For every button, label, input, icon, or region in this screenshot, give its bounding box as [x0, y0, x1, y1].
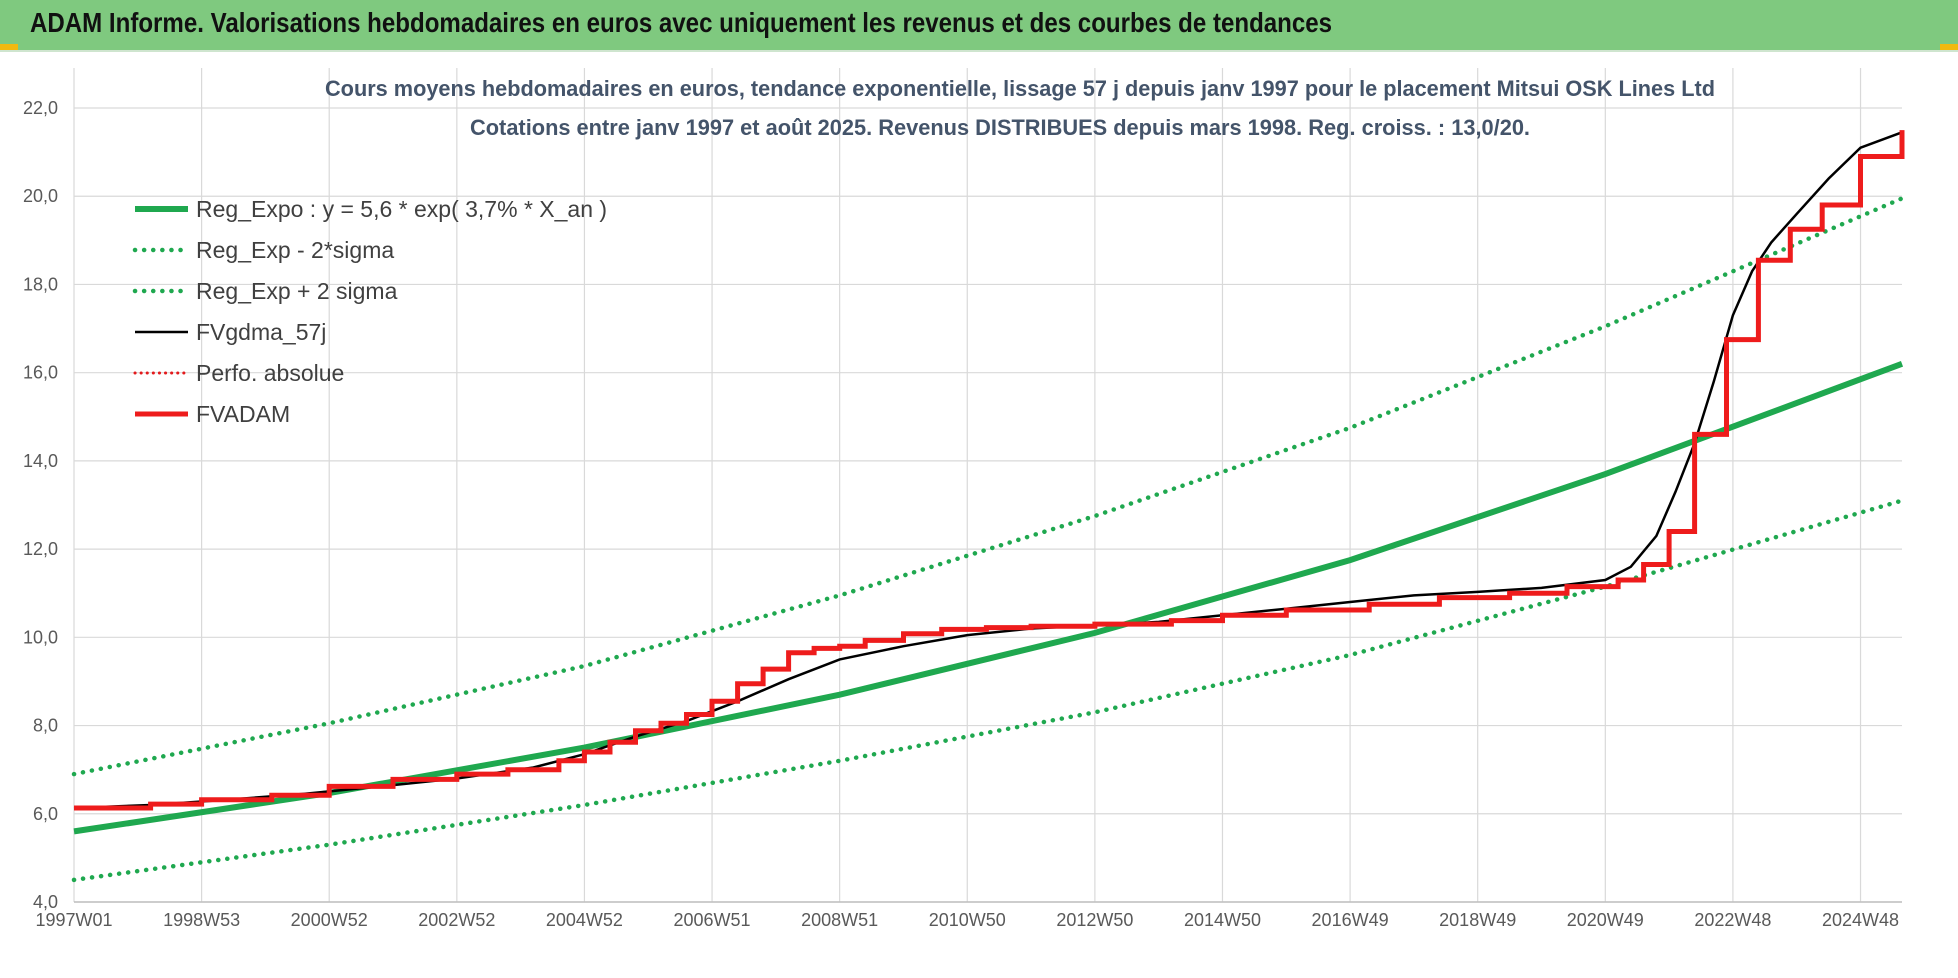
x-tick-label: 2004W52 — [546, 910, 623, 930]
y-tick-label: 8,0 — [33, 716, 58, 736]
y-tick-label: 20,0 — [23, 186, 58, 206]
y-tick-label: 12,0 — [23, 539, 58, 559]
y-tick-label: 6,0 — [33, 804, 58, 824]
corner-mark-right — [1940, 44, 1958, 50]
x-tick-label: 1997W01 — [35, 910, 112, 930]
chart-area: Cours moyens hebdomadaires en euros, ten… — [0, 52, 1958, 978]
series-line-trend-dotted — [71, 498, 1905, 883]
line-chart: Cours moyens hebdomadaires en euros, ten… — [23, 68, 1905, 930]
legend-label: Reg_Exp - 2*sigma — [196, 237, 394, 263]
corner-mark-left — [0, 44, 18, 50]
x-tick-label: 2018W49 — [1439, 910, 1516, 930]
x-tick-label: 1998W53 — [163, 910, 240, 930]
legend-label: Perfo. absolue — [196, 360, 344, 386]
x-tick-label: 2012W50 — [1056, 910, 1133, 930]
series-line-trend — [73, 360, 1904, 835]
y-axis-ticks: 4,0 6,0 8,0 10,0 12,0 14,0 16,0 18,0 20,0 22,0 — [23, 98, 58, 912]
x-tick-label: 2014W50 — [1184, 910, 1261, 930]
y-tick-label: 10,0 — [23, 627, 58, 647]
x-tick-label: 2010W50 — [929, 910, 1006, 930]
x-tick-label: 2020W49 — [1567, 910, 1644, 930]
x-tick-label: 2000W52 — [291, 910, 368, 930]
y-tick-label: 4,0 — [33, 892, 58, 912]
legend-label: FVADAM — [196, 401, 290, 427]
x-tick-label: 2006W51 — [674, 910, 751, 930]
x-tick-label: 2002W52 — [418, 910, 495, 930]
series-lines — [71, 130, 1905, 883]
x-tick-label: 2022W48 — [1694, 910, 1771, 930]
x-axis-ticks: 1997W01 1998W53 2000W52 2002W52 2004W52 2006W… — [35, 910, 1899, 930]
series-line-adam-step — [74, 130, 1905, 811]
x-tick-label: 2024W48 — [1822, 910, 1899, 930]
legend-label: Reg_Exp + 2 sigma — [196, 278, 398, 304]
grid — [73, 68, 1902, 903]
chart-subtitle: Cotations entre janv 1997 et août 2025. … — [470, 115, 1530, 140]
y-tick-label: 16,0 — [23, 363, 58, 383]
series-line-smooth — [73, 131, 1903, 810]
y-tick-label: 18,0 — [23, 274, 58, 294]
x-tick-label: 2016W49 — [1312, 910, 1389, 930]
x-tick-label: 2008W51 — [801, 910, 878, 930]
y-tick-label: 22,0 — [23, 98, 58, 118]
banner-title: ADAM Informe. Valorisations hebdomadaire… — [30, 7, 1333, 38]
legend-label: FVgdma_57j — [196, 319, 326, 345]
series-line-trend-dotted — [71, 196, 1905, 777]
y-tick-label: 14,0 — [23, 451, 58, 471]
legend: Reg_Expo : y = 5,6 * exp( 3,7% * X_an ) R… — [132, 196, 607, 427]
chart-title: Cours moyens hebdomadaires en euros, ten… — [325, 76, 1715, 101]
legend-label: Reg_Expo : y = 5,6 * exp( 3,7% * X_an ) — [196, 196, 607, 222]
report-banner: ADAM Informe. Valorisations hebdomadaire… — [0, 0, 1958, 52]
